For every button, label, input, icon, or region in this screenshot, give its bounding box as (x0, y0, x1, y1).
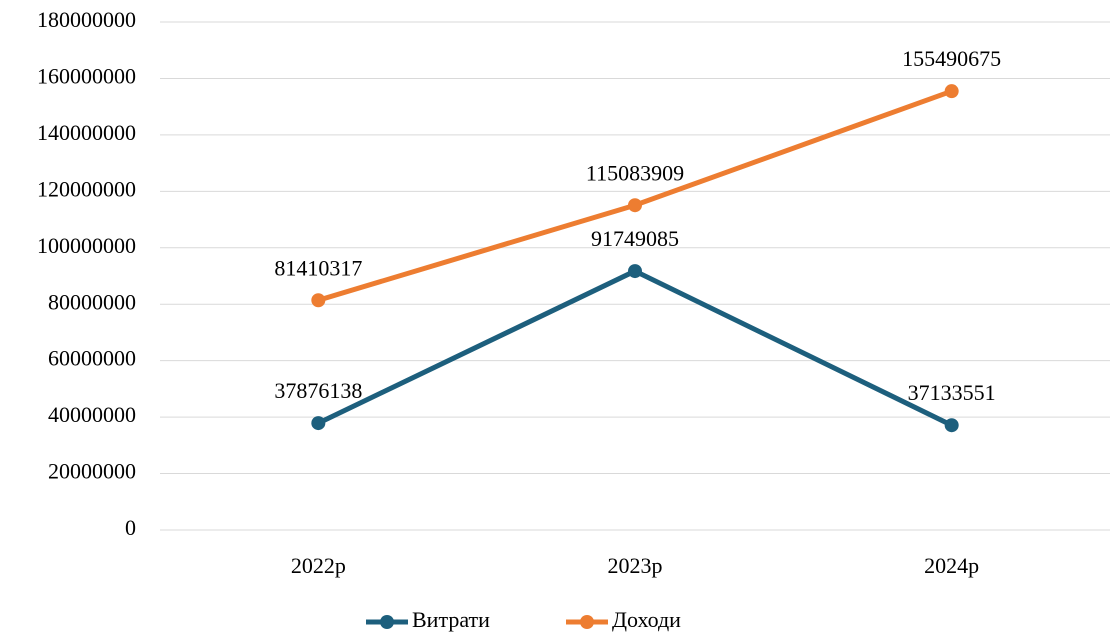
legend-marker (580, 615, 594, 629)
point (311, 293, 326, 308)
y-tick-label: 60000000 (48, 346, 136, 371)
data-label: 37876138 (274, 378, 362, 403)
y-tick-label: 100000000 (37, 233, 136, 258)
legend-label: Витрати (412, 607, 490, 632)
point (311, 416, 326, 431)
point (944, 418, 959, 433)
y-tick-label: 140000000 (37, 120, 136, 145)
data-label: 91749085 (591, 226, 679, 251)
legend-marker (380, 615, 394, 629)
y-tick-label: 160000000 (37, 63, 136, 88)
y-tick-label: 40000000 (48, 402, 136, 427)
y-tick-label: 80000000 (48, 289, 136, 314)
y-tick-label: 0 (125, 515, 136, 540)
x-tick-label: 2024р (924, 553, 979, 578)
point (628, 264, 642, 279)
data-label: 81410317 (274, 255, 362, 280)
point (944, 84, 959, 99)
point (628, 198, 642, 213)
legend-label: Доходи (612, 607, 681, 632)
x-tick-label: 2023р (608, 553, 663, 578)
data-label: 37133551 (908, 380, 996, 405)
line-series (317, 268, 953, 428)
x-tick-label: 2022р (291, 553, 346, 578)
y-tick-label: 20000000 (48, 459, 136, 484)
y-tick-label: 120000000 (37, 176, 136, 201)
data-label: 155490675 (902, 46, 1001, 71)
y-tick-label: 180000000 (37, 7, 136, 32)
data-label: 115083909 (586, 160, 684, 185)
